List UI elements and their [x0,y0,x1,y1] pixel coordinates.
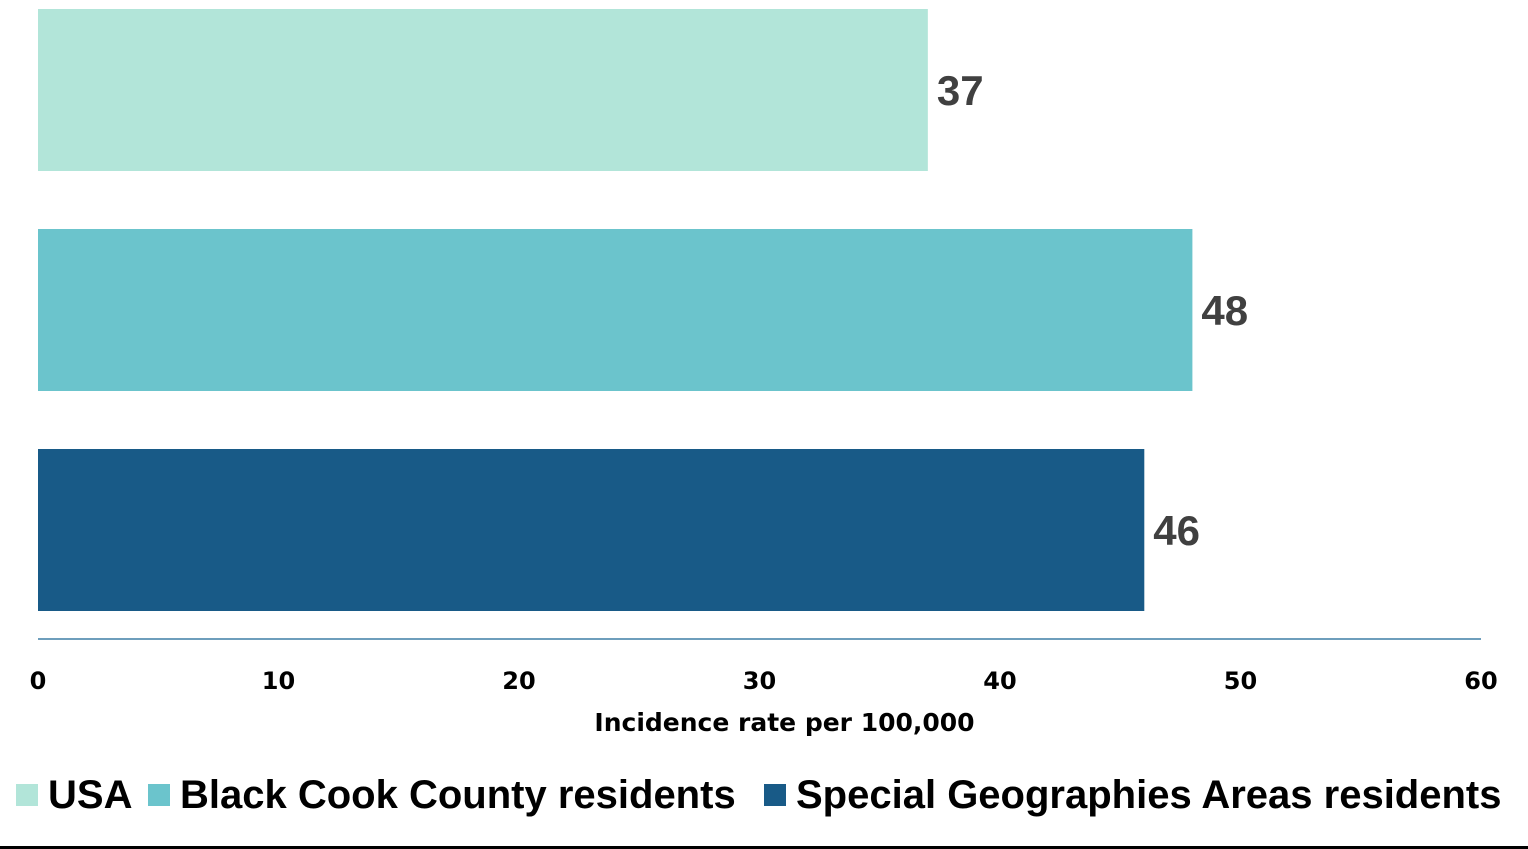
x-tick-label-0: 0 [30,667,47,695]
legend: USA Black Cook County residents Special Ge… [16,773,1502,817]
legend-label-usa: USA [48,773,132,817]
bar-usa [38,9,928,171]
x-tick-label-30: 30 [743,667,776,695]
legend-swatch-black-cook-county-residents [148,784,170,806]
x-tick-label-60: 60 [1464,667,1497,695]
data-label-black-cook-county-residents: 48 [1201,287,1248,334]
data-labels: 37 48 46 [937,67,1248,554]
x-tick-label-20: 20 [502,667,535,695]
bars [38,9,1193,611]
bottom-border [0,846,1528,849]
bar-black-cook-county-residents [38,229,1193,391]
data-label-special-geographies-areas-residents: 46 [1153,507,1200,554]
bar-special-geographies-areas-residents [38,449,1145,611]
x-axis-ticks: 0 10 20 30 40 50 60 [30,667,1498,695]
legend-label-special-geographies-areas-residents: Special Geographies Areas residents [796,773,1502,817]
x-tick-label-10: 10 [262,667,295,695]
x-axis-title: Incidence rate per 100,000 [594,708,974,737]
legend-label-black-cook-county-residents: Black Cook County residents [180,773,736,817]
x-tick-label-40: 40 [983,667,1016,695]
data-label-usa: 37 [937,67,984,114]
legend-swatch-usa [16,784,38,806]
legend-swatch-special-geographies-areas-residents [764,784,786,806]
x-tick-label-50: 50 [1224,667,1257,695]
